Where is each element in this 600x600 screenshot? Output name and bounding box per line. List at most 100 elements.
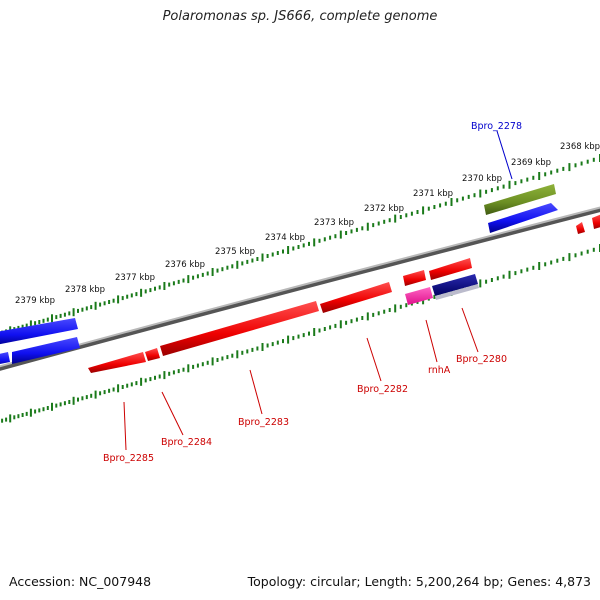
lower-scale-tick bbox=[135, 381, 138, 386]
lower-scale-tick bbox=[388, 308, 391, 312]
gene-bpro-2285-arrow[interactable] bbox=[88, 352, 146, 373]
upper-scale-tick bbox=[261, 253, 264, 262]
upper-scale-tick bbox=[456, 198, 459, 203]
gene-rnha-arrow[interactable] bbox=[405, 287, 433, 305]
lower-scale-tick bbox=[329, 325, 332, 330]
lower-scale-tick bbox=[192, 364, 195, 369]
lower-scale-tick bbox=[562, 256, 565, 261]
gene-bpro-2283-arrow[interactable] bbox=[160, 301, 319, 356]
tick-label-2370: 2370 kbp bbox=[462, 174, 502, 184]
upper-scale-tick bbox=[490, 188, 493, 193]
gene-label-bpro-2280[interactable]: Bpro_2280 bbox=[456, 354, 507, 365]
lower-scale-tick bbox=[68, 400, 71, 404]
lower-scale-tick bbox=[383, 309, 386, 314]
gene-label-bpro-2278[interactable]: Bpro_2278 bbox=[471, 121, 522, 132]
upper-scale-tick bbox=[21, 324, 24, 329]
upper-scale-tick bbox=[236, 260, 239, 269]
upper-scale-tick bbox=[182, 278, 185, 283]
gene-red-small-b[interactable] bbox=[429, 258, 472, 280]
gene-labels: Bpro_2278 Bpro_2280 rnhA Bpro_2282 Bpro_… bbox=[103, 121, 522, 464]
gene-label-bpro-2283[interactable]: Bpro_2283 bbox=[238, 417, 289, 428]
gene-red-small-a[interactable] bbox=[403, 270, 426, 286]
gene-blue-left-lower[interactable] bbox=[12, 337, 80, 364]
lower-scale-tick bbox=[241, 350, 244, 355]
upper-scale-tick bbox=[68, 311, 71, 316]
lower-scale-tick bbox=[85, 395, 88, 400]
lower-scale-tick bbox=[103, 390, 106, 395]
upper-scale-tick bbox=[163, 282, 166, 290]
upper-scale-tick bbox=[377, 221, 380, 226]
upper-scale-tick bbox=[450, 198, 453, 206]
upper-scale-tick bbox=[103, 301, 106, 306]
gene-label-bpro-2284[interactable]: Bpro_2284 bbox=[161, 437, 212, 448]
upper-scale-tick bbox=[568, 163, 571, 172]
lower-scale-tick bbox=[350, 319, 353, 324]
upper-scale-tick bbox=[556, 168, 559, 173]
gene-bpro-2282-arrow[interactable] bbox=[320, 282, 392, 313]
bpro-2280-leader bbox=[461, 307, 479, 353]
lower-scale-tick bbox=[399, 304, 402, 309]
upper-scale-tick bbox=[108, 300, 111, 304]
lower-scale-tick bbox=[297, 334, 300, 339]
upper-scale-tick bbox=[266, 254, 269, 258]
lower-scale-tick bbox=[117, 384, 120, 393]
lower-scale-tick bbox=[394, 304, 397, 313]
lower-scale-tick bbox=[532, 265, 535, 270]
upper-scale-tick bbox=[461, 196, 464, 201]
upper-scale-tick bbox=[562, 166, 565, 171]
bpro-2283-leader bbox=[249, 369, 263, 415]
gene-label-bpro-2285[interactable]: Bpro_2285 bbox=[103, 453, 154, 464]
lower-scale-tick bbox=[544, 262, 547, 267]
lower-scale-tick bbox=[271, 342, 274, 347]
gene-red-edge-right[interactable] bbox=[592, 214, 600, 229]
gene-bpro-2284-arrow[interactable] bbox=[145, 348, 160, 361]
lower-scale-tick bbox=[226, 355, 229, 360]
lower-scale-tick bbox=[318, 328, 321, 333]
lower-scale-tick bbox=[256, 346, 259, 351]
upper-scale-tick bbox=[90, 305, 93, 310]
lower-scale-tick bbox=[59, 402, 62, 407]
lower-scale-tick bbox=[172, 370, 175, 375]
gene-blue-right[interactable] bbox=[488, 203, 558, 233]
lower-scale-tick bbox=[63, 401, 66, 406]
lower-scale-tick bbox=[211, 357, 214, 366]
gene-bpro-2278-arrow[interactable] bbox=[484, 184, 556, 215]
gene-label-bpro-2282[interactable]: Bpro_2282 bbox=[357, 384, 408, 395]
bpro-2285-leader bbox=[123, 401, 127, 451]
upper-scale-tick bbox=[251, 258, 254, 263]
lower-scale-tick bbox=[149, 377, 152, 382]
upper-scale-tick bbox=[211, 268, 214, 276]
lower-scale-tick bbox=[490, 278, 493, 282]
upper-scale-tick bbox=[526, 177, 529, 182]
lower-scale-tick bbox=[126, 383, 129, 388]
lower-scale-tick bbox=[276, 340, 279, 345]
lower-scale-tick bbox=[34, 409, 37, 414]
upper-scale-tick bbox=[282, 249, 284, 254]
gene-blue-left-edge[interactable] bbox=[0, 352, 10, 366]
bpro-2284-leader bbox=[161, 391, 184, 436]
upper-scale-tick bbox=[538, 172, 541, 180]
upper-scale-tick bbox=[514, 181, 517, 186]
lower-scale-tick bbox=[405, 303, 408, 308]
upper-scale-tick bbox=[532, 175, 535, 180]
tick-label-2372: 2372 kbp bbox=[364, 204, 404, 214]
lower-scale-tick bbox=[201, 362, 204, 367]
upper-scale-tick bbox=[59, 313, 62, 318]
lower-scale-tick bbox=[355, 317, 358, 322]
lower-scale-tick bbox=[292, 336, 295, 341]
lower-scale-tick bbox=[251, 347, 254, 352]
gene-blue-left-upper[interactable] bbox=[0, 318, 78, 346]
upper-scale-tick bbox=[394, 214, 397, 223]
lower-scale-tick bbox=[433, 294, 436, 299]
accession-text: Accession: NC_007948 bbox=[9, 574, 152, 589]
upper-scale-tick bbox=[216, 268, 219, 273]
tick-label-2376: 2376 kbp bbox=[165, 260, 205, 270]
gene-red-tiny-right[interactable] bbox=[576, 222, 585, 234]
gene-bpro-2280-arrow[interactable] bbox=[432, 274, 478, 296]
lower-scale-tick bbox=[94, 390, 97, 399]
upper-scale-tick bbox=[427, 206, 430, 211]
gene-label-rnha[interactable]: rnhA bbox=[428, 365, 451, 376]
rnha-leader bbox=[425, 319, 438, 363]
upper-scale-tick bbox=[586, 159, 589, 164]
